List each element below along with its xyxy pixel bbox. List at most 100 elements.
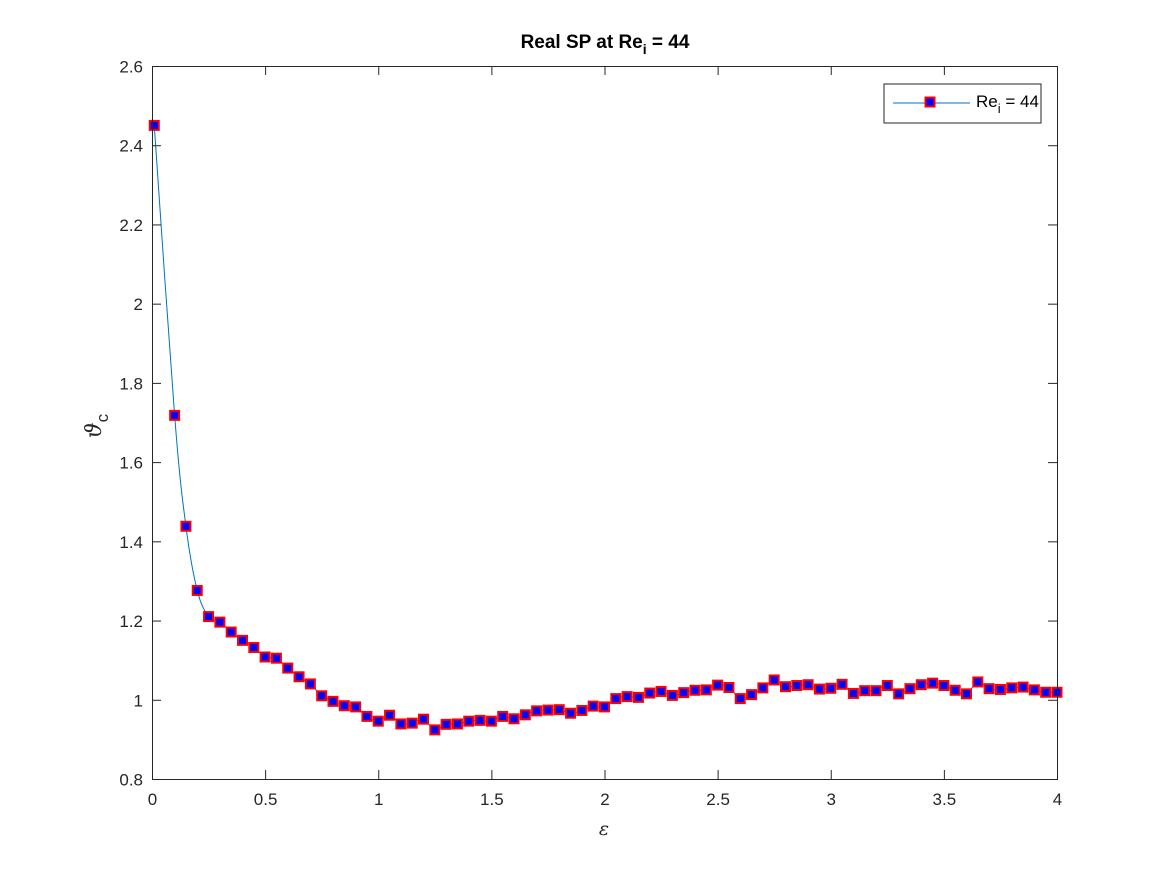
y-tick-label: 2.4 xyxy=(119,137,143,156)
x-tick-label: 2 xyxy=(600,790,609,809)
legend: Rei = 44 xyxy=(883,83,1042,124)
data-point-marker xyxy=(632,691,644,703)
data-point-marker xyxy=(610,693,622,705)
data-point-marker xyxy=(350,701,362,713)
data-point-marker xyxy=(802,679,814,691)
x-tick-label: 0.5 xyxy=(254,790,278,809)
data-point-marker xyxy=(451,718,463,730)
data-point-marker xyxy=(293,671,305,683)
data-point-marker xyxy=(1006,682,1018,694)
data-point-marker xyxy=(576,704,588,716)
data-point-marker xyxy=(338,700,350,712)
data-point-marker xyxy=(723,681,735,693)
data-point-marker xyxy=(214,616,226,628)
y-tick-label: 2.2 xyxy=(119,216,143,235)
data-point-marker xyxy=(655,685,667,697)
data-point-marker xyxy=(712,679,724,691)
x-tick-label: 2.5 xyxy=(706,790,730,809)
data-point-marker xyxy=(870,685,882,697)
y-tick-label: 1 xyxy=(134,691,143,710)
data-point-marker xyxy=(791,680,803,692)
data-point-marker xyxy=(395,718,407,730)
data-point-marker xyxy=(270,652,282,664)
tick-layer xyxy=(152,66,1058,780)
x-tick-label: 3 xyxy=(827,790,836,809)
data-point-marker xyxy=(1040,686,1052,698)
data-point-marker xyxy=(440,718,452,730)
plot-area xyxy=(152,66,1057,779)
data-point-marker xyxy=(994,683,1006,695)
data-point-marker xyxy=(542,704,554,716)
data-point-marker xyxy=(961,688,972,700)
data-point-marker xyxy=(780,681,791,693)
data-point-marker xyxy=(847,687,859,699)
data-point-marker xyxy=(508,713,520,725)
data-point-marker xyxy=(983,683,995,695)
y-tick-label: 1.4 xyxy=(119,533,143,552)
y-tick-label: 1.8 xyxy=(119,374,143,393)
y-axis-label: ϑc xyxy=(82,413,112,438)
chart-title: Real SP at Rei = 44 xyxy=(521,32,690,57)
x-tick-labels: 0 0.5 1 1.5 2 2.5 3 3.5 4 xyxy=(148,790,1062,809)
data-point-marker xyxy=(927,677,939,689)
data-point-marker xyxy=(519,709,531,721)
y-tick-label: 2.6 xyxy=(119,58,143,77)
data-point-marker xyxy=(225,626,237,638)
data-point-marker xyxy=(746,689,758,701)
data-point-marker xyxy=(180,520,192,532)
x-tick-label: 0 xyxy=(148,790,157,809)
data-point-marker xyxy=(972,676,984,688)
data-point-marker xyxy=(666,689,678,701)
data-point-marker xyxy=(915,679,927,691)
data-point-marker xyxy=(531,705,543,717)
data-point-marker xyxy=(1028,684,1040,696)
data-point-marker xyxy=(463,715,475,727)
data-point-marker xyxy=(825,682,837,694)
data-point-marker xyxy=(361,710,373,722)
data-point-marker xyxy=(757,682,769,694)
y-tick-label: 1.6 xyxy=(119,454,143,473)
data-point-marker xyxy=(587,700,599,712)
x-tick-label: 1.5 xyxy=(480,790,504,809)
data-point-marker xyxy=(734,693,746,705)
x-tick-label: 1 xyxy=(374,790,383,809)
data-point-marker xyxy=(881,680,893,692)
data-point-marker xyxy=(644,687,656,699)
data-point-marker xyxy=(497,710,509,722)
y-tick-labels: 0.8 1 1.2 1.4 1.6 1.8 2 2.2 2.4 2.6 xyxy=(119,58,143,790)
data-point-marker xyxy=(474,714,486,726)
data-point-marker xyxy=(259,651,271,663)
data-point-marker xyxy=(553,704,565,716)
x-tick-label: 3.5 xyxy=(933,790,957,809)
data-point-marker xyxy=(599,701,610,713)
data-point-marker xyxy=(429,724,441,736)
data-point-marker xyxy=(327,695,339,707)
data-point-marker xyxy=(565,707,577,719)
legend-marker-sample xyxy=(924,96,936,108)
data-point-marker xyxy=(191,584,203,596)
data-point-marker xyxy=(248,641,260,653)
data-point-marker xyxy=(372,715,384,727)
data-point-marker xyxy=(237,634,248,646)
data-point-marker xyxy=(678,687,690,699)
legend-label: Rei = 44 xyxy=(976,92,1039,116)
data-point-marker xyxy=(304,678,316,690)
data-point-marker xyxy=(1017,681,1029,693)
data-point-marker xyxy=(169,409,181,421)
data-point-marker xyxy=(621,691,633,703)
data-point-marker xyxy=(859,685,871,697)
x-axis-label: ε xyxy=(599,818,609,840)
data-point-marker xyxy=(203,611,215,623)
x-tick-label: 4 xyxy=(1053,790,1062,809)
y-tick-label: 1.2 xyxy=(119,612,143,631)
data-point-marker xyxy=(406,717,418,729)
data-point-marker xyxy=(485,715,497,727)
data-point-marker xyxy=(813,683,825,695)
data-point-marker xyxy=(384,709,396,721)
svg-text:ϑc: ϑc xyxy=(82,413,112,438)
data-point-marker xyxy=(418,713,429,725)
data-point-marker xyxy=(316,690,328,702)
data-point-marker xyxy=(768,674,780,686)
marker-layer xyxy=(148,119,1063,736)
